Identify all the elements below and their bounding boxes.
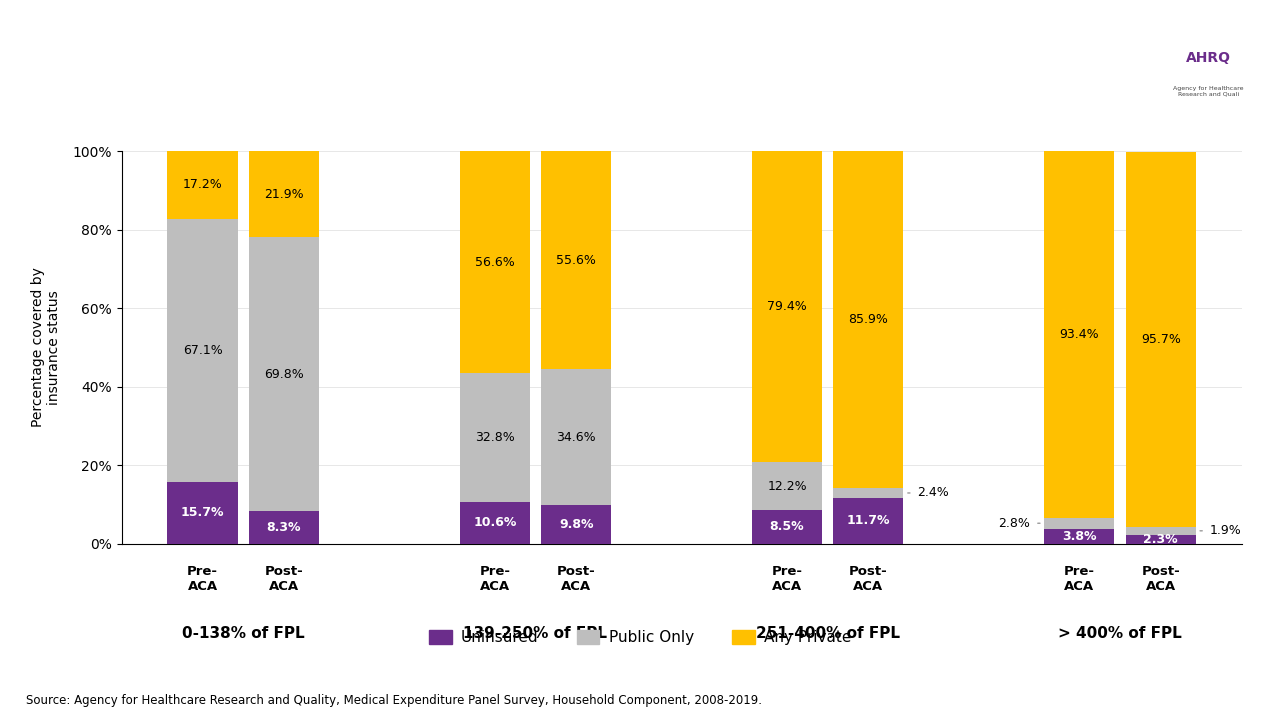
Bar: [248, 151, 319, 237]
Bar: [751, 150, 822, 462]
Text: 32.8%: 32.8%: [475, 431, 515, 444]
Text: 2.8%: 2.8%: [998, 517, 1030, 530]
Text: 8.5%: 8.5%: [769, 521, 804, 534]
Text: Post-
ACA: Post- ACA: [265, 565, 303, 593]
Text: 21.9%: 21.9%: [264, 188, 303, 201]
Text: 93.4%: 93.4%: [1060, 328, 1100, 341]
Text: 2.4%: 2.4%: [918, 487, 950, 500]
Text: Post-
ACA: Post- ACA: [849, 565, 888, 593]
Bar: [833, 488, 904, 498]
Bar: [541, 151, 612, 369]
Text: Pre-
ACA: Pre- ACA: [479, 565, 511, 593]
Text: 85.9%: 85.9%: [849, 313, 888, 326]
Text: 12.2%: 12.2%: [767, 480, 806, 492]
Text: Figure 6. Distribution of insurance status of birth mothers at time of birth by : Figure 6. Distribution of insurance stat…: [91, 32, 1036, 51]
Bar: [168, 219, 238, 482]
Bar: [751, 462, 822, 510]
Text: 9.8%: 9.8%: [559, 518, 594, 531]
Text: 67.1%: 67.1%: [183, 344, 223, 357]
Text: Post-
ACA: Post- ACA: [557, 565, 595, 593]
Text: 2.3%: 2.3%: [1143, 533, 1178, 546]
Text: Pre-
ACA: Pre- ACA: [187, 565, 218, 593]
Bar: [541, 369, 612, 505]
Text: 0-138% of FPL: 0-138% of FPL: [182, 626, 305, 641]
Text: 95.7%: 95.7%: [1140, 333, 1180, 346]
Bar: [1125, 152, 1196, 527]
Bar: [1044, 528, 1115, 544]
Text: 251-400% of FPL: 251-400% of FPL: [755, 626, 900, 641]
Text: Pre-
ACA: Pre- ACA: [772, 565, 803, 593]
Bar: [460, 151, 530, 373]
Bar: [1125, 527, 1196, 534]
Text: 139-250% of FPL: 139-250% of FPL: [463, 626, 608, 641]
Text: 11.7%: 11.7%: [846, 514, 890, 527]
Text: 17.2%: 17.2%: [183, 179, 223, 192]
Bar: [460, 502, 530, 544]
Bar: [751, 510, 822, 544]
Text: 10.6%: 10.6%: [474, 516, 516, 529]
Text: 15.7%: 15.7%: [180, 506, 224, 519]
Text: Source: Agency for Healthcare Research and Quality, Medical Expenditure Panel Su: Source: Agency for Healthcare Research a…: [26, 694, 762, 707]
Bar: [248, 237, 319, 511]
Bar: [833, 151, 904, 488]
Bar: [541, 505, 612, 544]
Text: 34.6%: 34.6%: [557, 431, 596, 444]
Text: Post-
ACA: Post- ACA: [1142, 565, 1180, 593]
Legend: Uninsured, Public Only, Any Private: Uninsured, Public Only, Any Private: [422, 624, 858, 651]
Text: 8.3%: 8.3%: [266, 521, 301, 534]
Text: 55.6%: 55.6%: [557, 253, 596, 267]
Text: 1.9%: 1.9%: [1210, 524, 1242, 537]
Text: > 400% of FPL: > 400% of FPL: [1059, 626, 1181, 641]
Text: Agency for Healthcare
Research and Quali: Agency for Healthcare Research and Quali: [1172, 86, 1244, 96]
Bar: [1044, 518, 1115, 528]
Bar: [833, 498, 904, 544]
Text: 56.6%: 56.6%: [475, 256, 515, 269]
Bar: [1044, 151, 1115, 518]
Text: 69.8%: 69.8%: [264, 368, 303, 381]
Text: Pre-
ACA: Pre- ACA: [1064, 565, 1094, 593]
Ellipse shape: [1062, 0, 1280, 260]
Y-axis label: Percentage covered by
insurance status: Percentage covered by insurance status: [31, 267, 61, 428]
Bar: [168, 151, 238, 219]
Bar: [248, 511, 319, 544]
Bar: [460, 373, 530, 502]
Bar: [168, 482, 238, 544]
Text: AHRQ: AHRQ: [1185, 52, 1231, 66]
Text: 79.4%: 79.4%: [767, 300, 806, 313]
Text: 3.8%: 3.8%: [1062, 530, 1097, 543]
Bar: [1125, 534, 1196, 544]
Text: of the federal poverty level, Pre-ACA and Post-ACA: of the federal poverty level, Pre-ACA an…: [293, 84, 833, 103]
